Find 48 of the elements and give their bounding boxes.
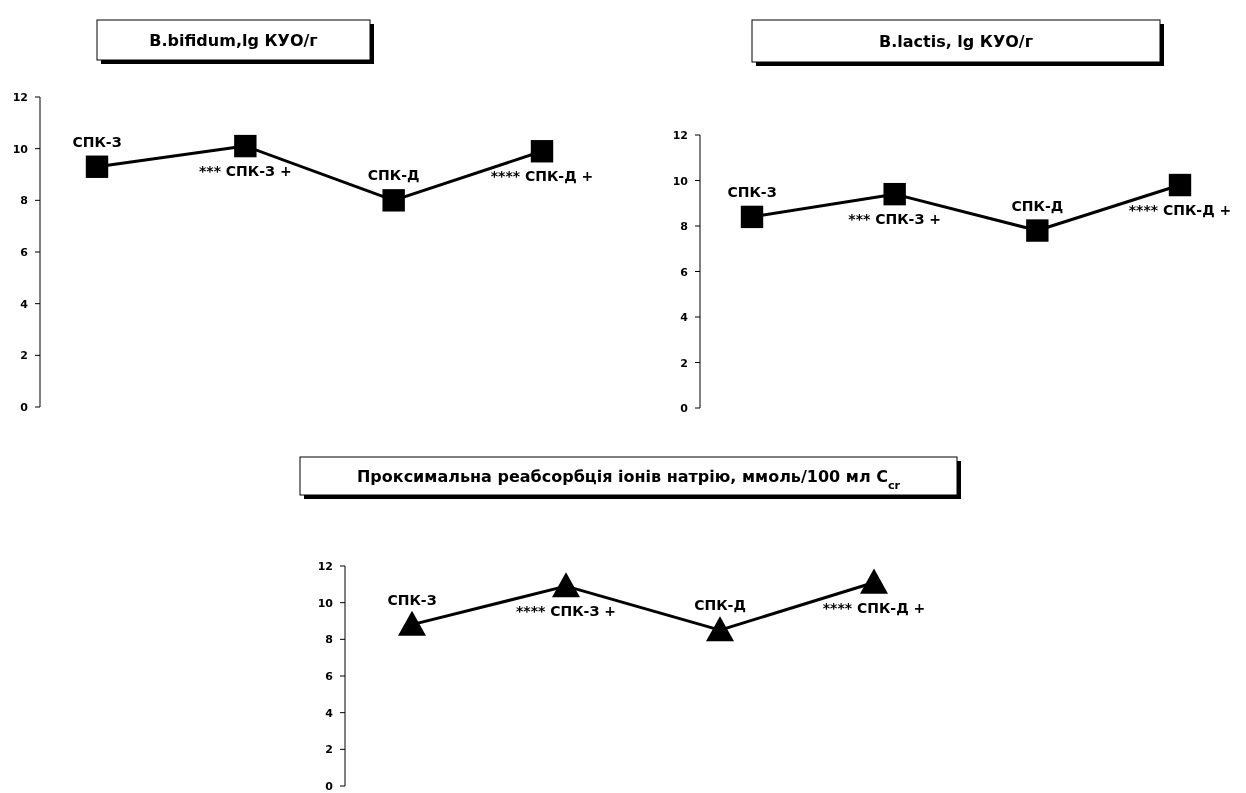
y-tick-label: 2 [680,356,688,370]
y-tick-label: 0 [680,402,689,415]
y-tick-label: 6 [20,246,29,259]
x-tick-label: СПК-З [72,133,122,150]
y-tick-label: 0 [325,780,334,793]
point [398,610,426,636]
x-tick-label: **** СПК-Д + [1128,202,1232,219]
y-tick-label: 12 [317,560,333,573]
x-tick-label: *** СПК-З + [848,211,941,228]
point [530,140,554,163]
y-tick-label: 2 [325,743,333,757]
y-tick-label: 2 [20,349,28,363]
y-tick-label: 4 [20,297,29,311]
chart-title: B.lactis, lg КУО/г [878,32,1034,51]
chart-title: B.bifidum,lg КУО/г [149,31,318,50]
point [883,182,906,206]
point [382,189,405,212]
x-tick-label: **** СПК-Д + [490,168,594,185]
point [740,205,764,229]
x-tick-label: **** СПК-З + [516,603,616,620]
x-tick-label: СПК-Д [367,167,420,184]
y-tick-label: 10 [317,596,334,610]
point [552,572,580,598]
y-tick-label: 8 [20,194,28,208]
point [1168,173,1192,197]
y-tick-label: 10 [672,174,689,188]
y-tick-label: 4 [680,311,689,324]
point [860,568,888,594]
y-tick-label: 4 [325,706,334,720]
x-tick-label: СПК-З [727,183,777,200]
point [1026,219,1049,242]
point [234,134,257,158]
y-tick-label: 0 [20,401,29,414]
chart-title: Проксимальна реабсорбція іонів натрію, ммоль/100 мл C$_{cr}$ [356,467,901,492]
x-tick-label: СПК-Д [1011,197,1064,214]
x-tick-label: *** СПК-З + [199,163,292,180]
y-tick-label: 8 [325,633,333,647]
y-tick-label: 12 [672,129,688,142]
point [706,616,734,642]
y-tick-label: 6 [680,265,689,279]
y-tick-label: 10 [12,142,29,156]
x-tick-label: СПК-З [387,591,437,608]
y-tick-label: 6 [325,670,334,683]
x-tick-label: СПК-Д [694,597,746,614]
y-tick-label: 8 [680,220,688,233]
y-tick-label: 12 [12,91,28,104]
x-tick-label: **** СПК-Д + [822,599,926,616]
point [85,155,109,178]
